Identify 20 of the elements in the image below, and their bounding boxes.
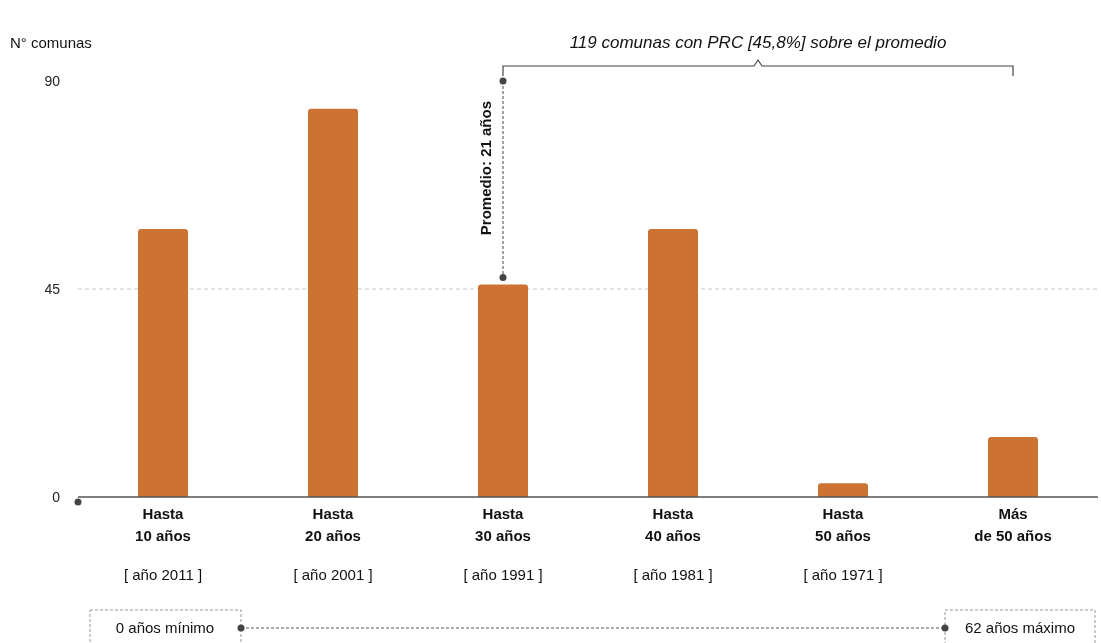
x-tick-label: Más de 50 años	[974, 505, 1052, 544]
category-label: Hasta 40 años [ año 1981 ]	[633, 505, 713, 583]
bar	[138, 228, 188, 497]
text: 0 años mínimo	[115, 619, 215, 636]
y-tick-label: 0	[52, 488, 61, 505]
text: 119 comunas con PRC [45,8%] sobre el promedio	[569, 33, 947, 52]
category-label: Hasta 50 años [ año 1971 ]	[803, 505, 883, 583]
bar	[818, 483, 868, 497]
y-tick-label: 90	[44, 72, 61, 89]
bar	[988, 436, 1038, 497]
y-tick-label: 45	[44, 280, 61, 297]
y-axis-title: N° comunas	[10, 34, 92, 51]
category-label: Hasta 20 años [ año 2001 ]	[293, 505, 373, 583]
category-label: Hasta 10 años [ año 2011 ]	[123, 505, 203, 583]
bar	[308, 108, 358, 497]
bar	[478, 284, 528, 497]
bar	[648, 228, 698, 497]
category-label: Hasta 30 años [ año 1991 ]	[463, 505, 543, 583]
annotation: Promedio: 21 años	[477, 101, 494, 236]
text: 62 años máximo	[964, 619, 1076, 636]
